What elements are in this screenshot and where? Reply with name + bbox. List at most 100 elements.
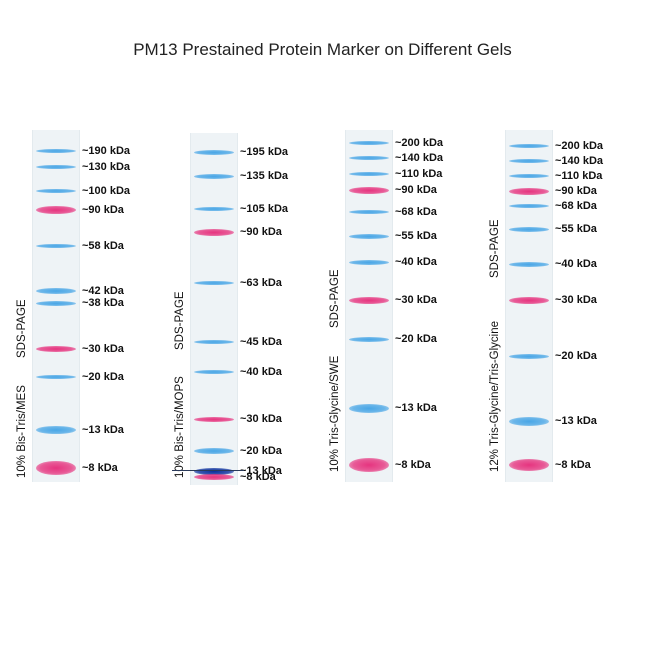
protein-band: [509, 459, 549, 471]
band-label: ~90 kDa: [395, 184, 437, 196]
protein-band: [194, 474, 234, 480]
band-label: ~110 kDa: [395, 168, 443, 180]
band-label: ~40 kDa: [395, 256, 437, 268]
band-label: ~90 kDa: [240, 226, 282, 238]
band-label: ~40 kDa: [240, 366, 282, 378]
protein-band: [194, 448, 234, 454]
protein-band: [349, 186, 389, 194]
protein-band: [194, 228, 234, 236]
band-label: ~105 kDa: [240, 203, 289, 215]
protein-band: [349, 296, 389, 304]
protein-band: [194, 207, 234, 211]
protein-band: [194, 173, 234, 179]
protein-band: [194, 149, 234, 155]
protein-band: [194, 281, 234, 285]
protein-band: [509, 261, 549, 267]
band-label: ~200 kDa: [395, 137, 444, 149]
band-label: ~30 kDa: [82, 343, 124, 355]
gel-type-label: SDS-PAGE: [174, 291, 186, 350]
protein-band: [509, 159, 549, 163]
gel-lane: [345, 130, 393, 482]
gel-type-label: SDS-PAGE: [16, 299, 28, 358]
band-label: ~8 kDa: [240, 471, 276, 483]
band-label: ~30 kDa: [395, 294, 437, 306]
protein-band: [36, 375, 76, 379]
protein-band: [36, 346, 76, 352]
gel-lane: [505, 130, 553, 482]
protein-band: [194, 340, 234, 344]
band-label: ~20 kDa: [555, 350, 597, 362]
protein-band: [36, 300, 76, 306]
band-label: ~20 kDa: [240, 445, 282, 457]
band-label: ~68 kDa: [555, 200, 597, 212]
gel-name-label: 10% Bis-Tris/MOPS: [174, 376, 186, 478]
gel-lane: [190, 133, 238, 485]
band-label: ~40 kDa: [555, 258, 597, 270]
band-label: ~55 kDa: [555, 223, 597, 235]
protein-band: [36, 189, 76, 193]
lane-marker-line: [172, 470, 244, 471]
band-label: ~8 kDa: [395, 459, 431, 471]
band-label: ~8 kDa: [555, 459, 591, 471]
band-label: ~13 kDa: [82, 424, 124, 436]
band-label: ~30 kDa: [555, 294, 597, 306]
band-label: ~130 kDa: [82, 161, 131, 173]
band-label: ~55 kDa: [395, 230, 437, 242]
gel-lane: [32, 130, 80, 482]
protein-band: [509, 353, 549, 359]
protein-band: [349, 336, 389, 342]
gel-type-label: SDS-PAGE: [489, 219, 501, 278]
protein-band: [349, 259, 389, 265]
protein-band: [349, 210, 389, 214]
protein-band: [349, 156, 389, 160]
protein-band: [36, 206, 76, 214]
protein-band: [509, 296, 549, 304]
gel-name-label: 10% Bis-Tris/MES: [16, 385, 28, 478]
gel-name-label: 10% Tris-Glycine/SWE: [329, 355, 341, 472]
protein-band: [349, 458, 389, 472]
band-label: ~13 kDa: [240, 465, 282, 477]
band-label: ~190 kDa: [82, 145, 131, 157]
band-label: ~100 kDa: [82, 185, 131, 197]
band-label: ~8 kDa: [82, 462, 118, 474]
protein-band: [194, 416, 234, 422]
band-label: ~140 kDa: [395, 152, 444, 164]
band-label: ~195 kDa: [240, 146, 289, 158]
protein-band: [36, 288, 76, 294]
band-label: ~42 kDa: [82, 285, 124, 297]
band-label: ~30 kDa: [240, 413, 282, 425]
band-label: ~20 kDa: [82, 371, 124, 383]
band-label: ~13 kDa: [555, 415, 597, 427]
protein-band: [349, 141, 389, 145]
gel-type-label: SDS-PAGE: [329, 269, 341, 328]
band-label: ~90 kDa: [555, 185, 597, 197]
protein-band: [509, 226, 549, 232]
band-label: ~45 kDa: [240, 336, 282, 348]
protein-band: [36, 149, 76, 153]
gel-name-label: 12% Tris-Glycine/Tris-Glycine: [489, 320, 501, 472]
protein-band: [509, 416, 549, 426]
protein-band: [509, 187, 549, 195]
band-label: ~200 kDa: [555, 140, 604, 152]
protein-band: [36, 244, 76, 248]
protein-band: [194, 467, 234, 475]
protein-band: [349, 403, 389, 413]
figure-title: PM13 Prestained Protein Marker on Differ…: [133, 40, 512, 59]
protein-band: [509, 174, 549, 178]
protein-band: [36, 426, 76, 434]
band-label: ~63 kDa: [240, 277, 282, 289]
band-label: ~90 kDa: [82, 204, 124, 216]
band-label: ~110 kDa: [555, 170, 603, 182]
protein-band: [36, 165, 76, 169]
protein-band: [509, 204, 549, 208]
band-label: ~140 kDa: [555, 155, 604, 167]
protein-band: [349, 172, 389, 176]
protein-band: [349, 233, 389, 239]
band-label: ~20 kDa: [395, 333, 437, 345]
band-label: ~68 kDa: [395, 206, 437, 218]
band-label: ~135 kDa: [240, 170, 289, 182]
protein-band: [36, 461, 76, 475]
band-label: ~58 kDa: [82, 240, 124, 252]
band-label: ~13 kDa: [395, 402, 437, 414]
protein-band: [194, 370, 234, 374]
